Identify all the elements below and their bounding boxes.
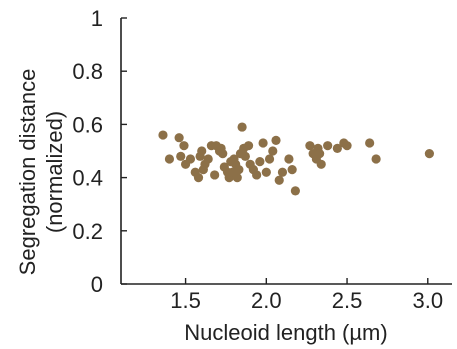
y-tick-label: 0.4 — [72, 166, 103, 191]
data-point — [218, 149, 228, 159]
x-axis-title: Nucleoid length (µm) — [184, 320, 387, 345]
data-point — [305, 141, 315, 151]
y-axis-subtitle: (normalized) — [42, 111, 67, 233]
data-point — [274, 175, 284, 185]
data-point — [179, 141, 189, 151]
data-point — [176, 151, 186, 161]
data-point — [290, 186, 300, 196]
data-point — [258, 138, 268, 148]
y-tick-label: 1 — [91, 6, 103, 31]
y-tick-label: 0 — [91, 272, 103, 297]
data-point — [158, 130, 168, 140]
data-point — [342, 141, 352, 151]
data-point — [315, 149, 325, 159]
axes — [120, 18, 452, 285]
data-point — [185, 154, 196, 164]
data-point — [316, 159, 326, 169]
y-ticks: 0 0.2 0.4 0.6 0.8 1 — [72, 6, 127, 297]
data-point — [255, 157, 265, 167]
x-tick-label: 2.5 — [332, 288, 363, 313]
data-point — [365, 138, 375, 148]
data-point — [237, 122, 247, 132]
data-point — [164, 154, 175, 164]
data-point — [284, 154, 294, 164]
x-tick-label: 3.0 — [412, 288, 443, 313]
y-tick-label: 0.6 — [72, 112, 103, 137]
data-point — [261, 167, 271, 177]
data-points — [158, 122, 434, 196]
data-point — [243, 141, 254, 151]
data-point — [424, 149, 434, 159]
data-point — [268, 146, 278, 156]
data-point — [277, 167, 288, 177]
data-point — [332, 143, 342, 153]
data-point — [234, 165, 244, 175]
data-point — [193, 173, 204, 183]
data-point — [232, 173, 242, 183]
y-tick-label: 0.8 — [72, 59, 103, 84]
data-point — [323, 141, 333, 151]
data-point — [264, 154, 275, 164]
y-tick-label: 0.2 — [72, 219, 103, 244]
y-axis-title: Segregation distance — [15, 69, 40, 276]
data-point — [203, 154, 213, 164]
x-tick-label: 2.0 — [251, 288, 282, 313]
data-point — [197, 146, 207, 156]
data-point — [252, 170, 262, 180]
data-point — [271, 135, 281, 145]
data-point — [240, 151, 250, 161]
data-point — [287, 165, 297, 175]
x-tick-label: 1.5 — [170, 288, 201, 313]
data-point — [210, 170, 220, 180]
data-point — [371, 154, 381, 164]
data-point — [174, 133, 184, 143]
x-ticks: 1.5 2.0 2.5 3.0 — [170, 278, 443, 313]
